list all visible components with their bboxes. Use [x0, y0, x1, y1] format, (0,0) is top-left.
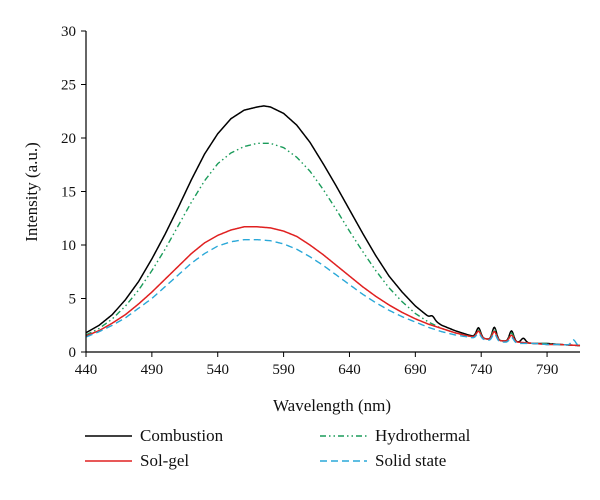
- series-line-combustion: [85, 105, 581, 347]
- legend-item: Combustion: [85, 426, 224, 445]
- legend-label: Sol-gel: [140, 451, 189, 470]
- x-tick-label: 540: [206, 362, 229, 378]
- y-tick-label: 10: [61, 238, 76, 254]
- x-tick-label: 490: [141, 362, 164, 378]
- legend-label: Solid state: [375, 451, 446, 470]
- x-tick-label: 640: [338, 362, 361, 378]
- x-tick-label: 790: [536, 362, 559, 378]
- y-axis-label: Intensity (a.u.): [22, 142, 41, 242]
- y-tick-label: 20: [61, 131, 76, 147]
- legend-label: Hydrothermal: [375, 426, 471, 445]
- y-tick-label: 30: [61, 24, 76, 40]
- y-tick-label: 5: [69, 292, 77, 308]
- x-tick-label: 690: [404, 362, 427, 378]
- y-tick-label: 0: [69, 345, 77, 361]
- y-tick-label: 15: [61, 185, 76, 201]
- x-tick-label: 740: [470, 362, 493, 378]
- series-lines: [85, 105, 581, 347]
- x-axis-label: Wavelength (nm): [273, 396, 391, 415]
- tick-labels: 0 5 10 15 20 25 30 440 490 540 590 640 690 740 790: [61, 24, 558, 378]
- y-tick-label: 25: [61, 78, 76, 94]
- legend-item: Solid state: [320, 451, 446, 470]
- x-tick-label: 440: [75, 362, 98, 378]
- legend-item: Sol-gel: [85, 451, 189, 470]
- axes: [81, 30, 580, 357]
- legend-item: Hydrothermal: [320, 426, 471, 445]
- legend-label: Combustion: [140, 426, 224, 445]
- series-line-solid-state: [85, 238, 581, 347]
- legend: Combustion Hydrothermal Sol-gel Solid state: [85, 426, 471, 470]
- x-tick-label: 590: [272, 362, 295, 378]
